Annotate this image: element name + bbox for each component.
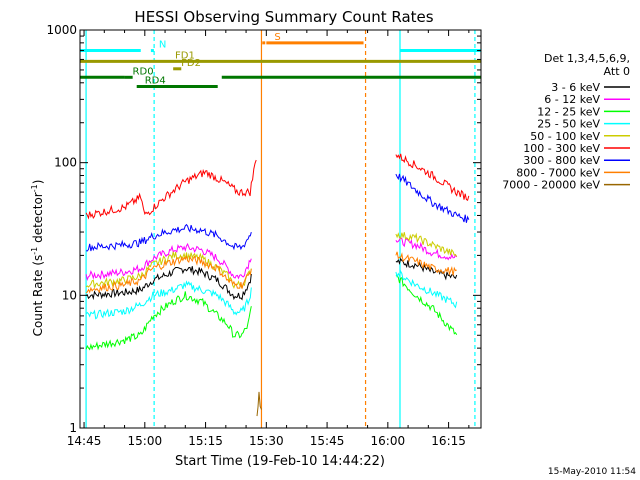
legend-label-3: 25 - 50 keV (537, 118, 600, 131)
chart-title: HESSI Observing Summary Count Rates (134, 8, 433, 26)
plot-frame (79, 29, 482, 429)
series-line-2 (85, 275, 458, 351)
flag-rd4-label: RD4 (145, 76, 166, 87)
flag-fd1-label: FD1 (175, 50, 195, 61)
y-tick-label-3: 1000 (46, 23, 77, 37)
y-axis-label: Count Rate (s-1 detector-1) (30, 180, 45, 337)
x-axis-label: Start Time (19-Feb-10 14:44:22) (175, 454, 385, 469)
legend-header-line-2: Att 0 (604, 65, 630, 78)
legend-label-5: 100 - 300 keV (523, 142, 600, 155)
series-line-5 (85, 153, 470, 220)
x-tick-label-3: 15:30 (249, 434, 284, 448)
legend-label-4: 50 - 100 keV (530, 130, 600, 143)
flag-rd0-label: RD0 (133, 66, 154, 77)
series-line-4 (85, 232, 458, 290)
legend-label-6: 300 - 800 keV (523, 154, 600, 167)
flag-n-label: N (159, 40, 166, 51)
y-tick-label-2: 100 (54, 156, 77, 170)
series-line-6 (86, 173, 470, 252)
legend-header-line-1: Det 1,3,4,5,6,9, (544, 52, 630, 65)
x-tick-label-5: 16:00 (371, 434, 406, 448)
y-tick-label-0: 1 (69, 421, 77, 435)
legend-label-8: 7000 - 20000 keV (502, 179, 600, 192)
legend-label-0: 3 - 6 keV (551, 81, 600, 94)
y-tick-label-1: 10 (62, 288, 77, 302)
x-tick-label-6: 16:15 (431, 434, 466, 448)
legend-label-7: 800 - 7000 keV (516, 166, 600, 179)
x-tick-label-4: 15:45 (310, 434, 345, 448)
series-line-0 (85, 257, 458, 301)
flag-s-label: S (274, 32, 280, 43)
series-line-1 (85, 236, 458, 281)
flag-fd2-label: FD2 (181, 58, 201, 69)
legend-label-1: 6 - 12 keV (544, 93, 600, 106)
x-tick-label-1: 15:00 (128, 434, 163, 448)
legend-label-2: 12 - 25 keV (537, 105, 600, 118)
x-tick-label-2: 15:15 (188, 434, 223, 448)
series-line-8 (256, 391, 262, 417)
x-tick-label-0: 14:45 (67, 434, 102, 448)
footer-timestamp: 15-May-2010 11:54 (548, 467, 636, 477)
series-line-3 (85, 270, 458, 320)
series-line-7 (85, 251, 457, 294)
